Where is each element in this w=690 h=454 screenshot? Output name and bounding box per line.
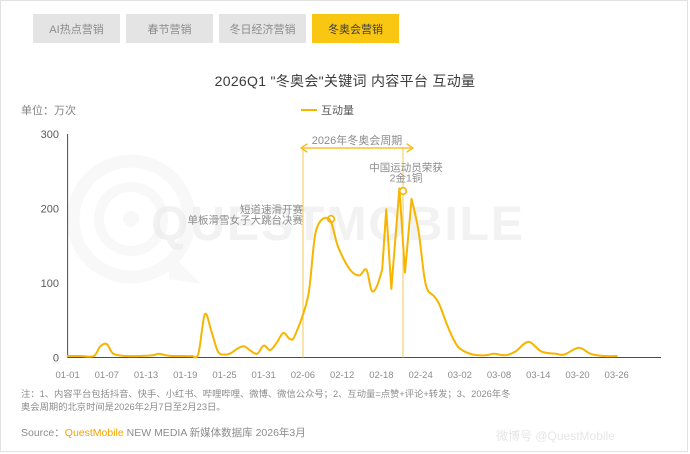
svg-text:03-02: 03-02 <box>448 370 472 381</box>
svg-text:03-14: 03-14 <box>526 370 550 381</box>
svg-text:01-25: 01-25 <box>212 370 236 381</box>
svg-text:03-08: 03-08 <box>487 370 511 381</box>
svg-text:01-07: 01-07 <box>95 370 119 381</box>
svg-text:2金1铜: 2金1铜 <box>390 172 423 185</box>
svg-text:02-18: 02-18 <box>369 370 393 381</box>
svg-text:100: 100 <box>41 278 59 290</box>
svg-text:01-01: 01-01 <box>55 370 79 381</box>
svg-text:0: 0 <box>53 353 59 365</box>
svg-text:02-06: 02-06 <box>291 370 315 381</box>
svg-text:01-19: 01-19 <box>173 370 197 381</box>
svg-text:02-12: 02-12 <box>330 370 354 381</box>
svg-text:01-13: 01-13 <box>134 370 158 381</box>
svg-text:01-31: 01-31 <box>252 370 276 381</box>
svg-text:02-24: 02-24 <box>408 370 432 381</box>
svg-text:300: 300 <box>41 129 59 141</box>
svg-text:03-20: 03-20 <box>565 370 589 381</box>
svg-text:2026年冬奥会周期: 2026年冬奥会周期 <box>312 133 402 147</box>
svg-text:单板滑雪女子大跳台决赛: 单板滑雪女子大跳台决赛 <box>188 214 304 227</box>
svg-text:03-26: 03-26 <box>605 370 629 381</box>
svg-text:200: 200 <box>41 204 59 216</box>
